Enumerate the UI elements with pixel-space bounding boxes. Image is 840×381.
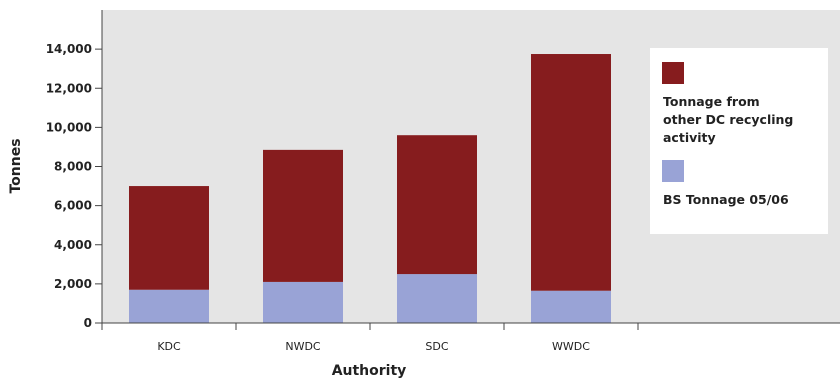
legend: Tonnage from other DC recycling activity BS… [650, 48, 828, 234]
y-tick-label: 0 [84, 316, 92, 330]
bar-segment [531, 54, 611, 291]
legend-label: Tonnage from other DC recycling activity [663, 94, 793, 145]
legend-swatch [662, 160, 684, 182]
bar-segment [397, 135, 477, 275]
bar-segment [531, 290, 611, 323]
x-tick-label: NWDC [285, 340, 321, 353]
legend-swatch [662, 62, 684, 84]
x-tick-label: SDC [425, 340, 448, 353]
y-tick-label: 12,000 [46, 81, 92, 95]
y-tick-label: 14,000 [46, 42, 92, 56]
legend-label: BS Tonnage 05/06 [663, 192, 789, 207]
bar-segment [263, 281, 343, 323]
bar-segment [129, 289, 209, 323]
bars [129, 54, 611, 323]
bar-segment [129, 186, 209, 290]
x-axis-title: Authority [332, 363, 407, 379]
y-axis-title: Tonnes [8, 138, 24, 193]
bar-segment [263, 149, 343, 282]
bar-segment [397, 274, 477, 323]
x-axis-ticks: KDC NWDC SDC WWDC [157, 323, 639, 353]
y-tick-label: 2,000 [54, 277, 92, 291]
x-tick-label: KDC [157, 340, 181, 353]
y-tick-label: 8,000 [54, 160, 92, 174]
y-axis-ticks: 0 2,000 4,000 6,000 8,000 10,000 12,000 14,000 [46, 42, 102, 330]
y-tick-label: 6,000 [54, 199, 92, 213]
y-tick-label: 10,000 [46, 120, 92, 134]
x-tick-label: WWDC [552, 340, 590, 353]
y-tick-label: 4,000 [54, 238, 92, 252]
